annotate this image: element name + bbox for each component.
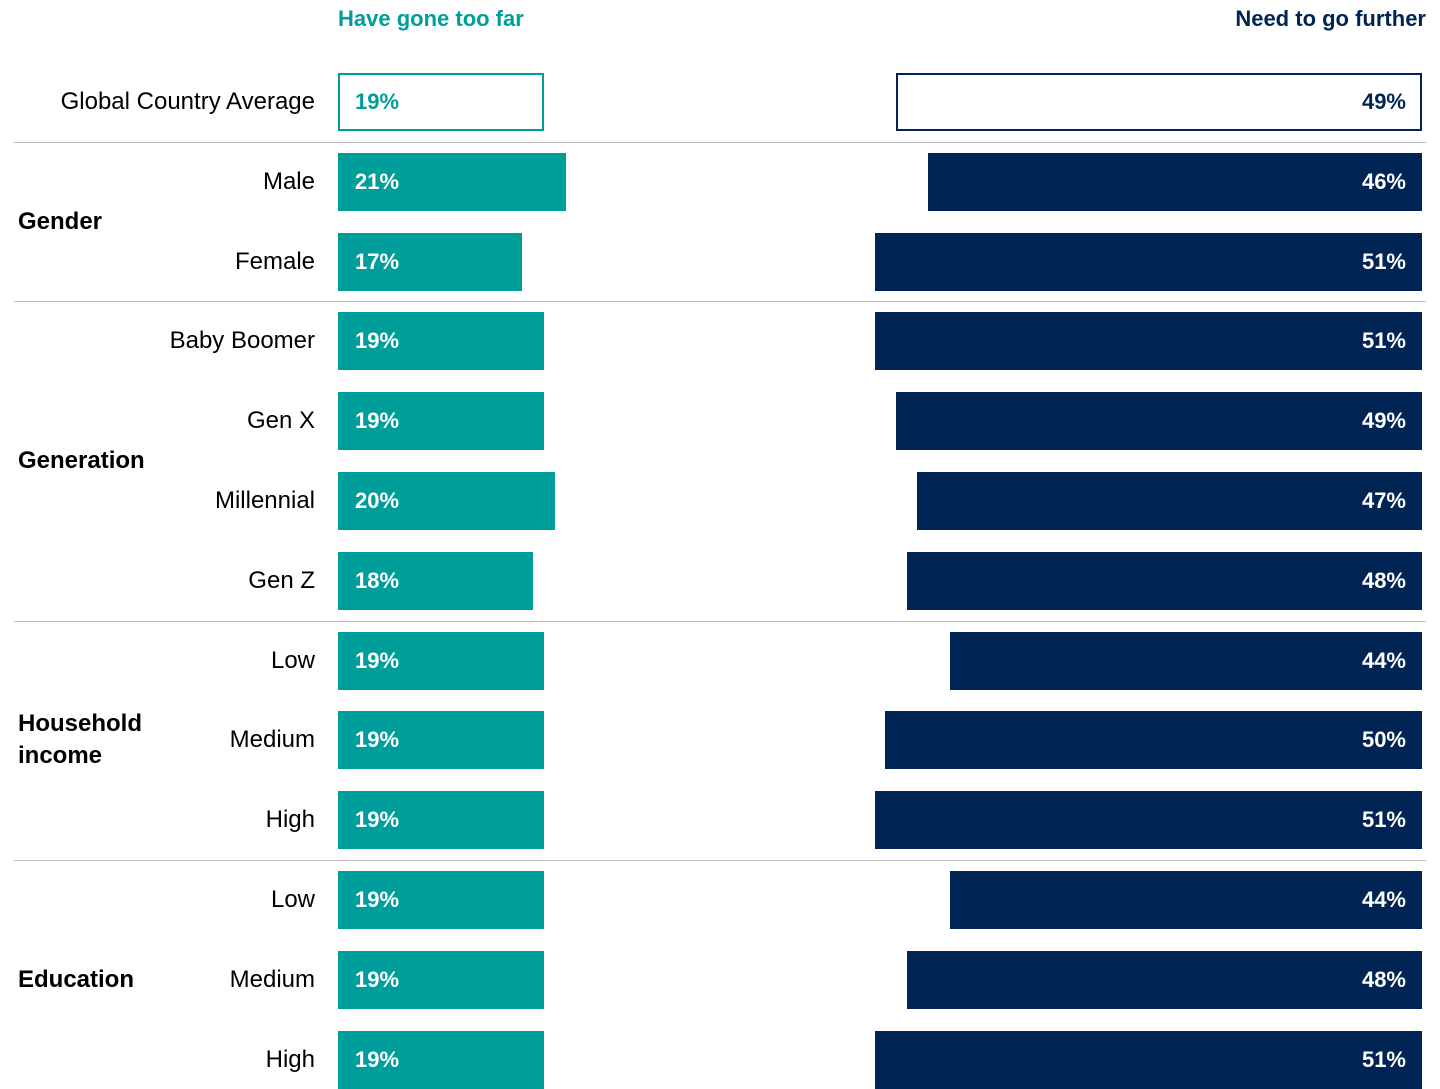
group-separator [14,301,1426,302]
data-label: 19% [355,1031,399,1089]
bar-need-to-go-further: 50% [885,711,1422,769]
bar-have-gone-too-far: 19% [338,791,544,849]
data-label: 44% [1362,871,1406,929]
data-label: 17% [355,233,399,291]
data-label: 49% [1362,75,1406,129]
bar-need-to-go-further: 51% [875,233,1422,291]
data-label: 19% [355,711,399,769]
data-label: 47% [1362,472,1406,530]
row-label: Baby Boomer [170,327,315,355]
bar-need-to-go-further: 44% [950,871,1422,929]
bar-need-to-go-further: 51% [875,791,1422,849]
bar-have-gone-too-far: 20% [338,472,555,530]
bar-have-gone-too-far: 21% [338,153,566,211]
group-label: Education [18,964,134,996]
bar-have-gone-too-far: 19% [338,312,544,370]
bar-have-gone-too-far: 19% [338,711,544,769]
bar-have-gone-too-far: 19% [338,951,544,1009]
data-label: 19% [355,312,399,370]
data-label: 19% [355,392,399,450]
bar-have-gone-too-far: 19% [338,392,544,450]
row-label: Gen X [247,407,315,435]
row-label: Medium [230,966,315,994]
row-label: Medium [230,726,315,754]
group-label: Gender [18,206,102,238]
group-separator [14,142,1426,143]
series-header-need-to-go-further: Need to go further [1235,6,1426,32]
bar-have-gone-too-far: 17% [338,233,522,291]
data-label: 50% [1362,711,1406,769]
data-label: 19% [355,75,399,129]
row-label: Low [271,647,315,675]
data-label: 48% [1362,552,1406,610]
data-label: 20% [355,472,399,530]
data-label: 44% [1362,632,1406,690]
data-label: 49% [1362,392,1406,450]
bar-have-gone-too-far: 19% [338,1031,544,1089]
group-label: Generation [18,445,145,477]
data-label: 51% [1362,791,1406,849]
group-separator [14,860,1426,861]
row-label: Millennial [215,487,315,515]
data-label: 46% [1362,153,1406,211]
row-label: High [266,806,315,834]
data-label: 19% [355,871,399,929]
row-label: Gen Z [248,567,315,595]
data-label: 19% [355,632,399,690]
bar-need-to-go-further: 48% [907,552,1422,610]
bar-need-to-go-further: 49% [896,392,1422,450]
bar-need-to-go-further: 48% [907,951,1422,1009]
data-label: 51% [1362,312,1406,370]
bar-need-to-go-further: 51% [875,312,1422,370]
data-label: 19% [355,791,399,849]
data-label: 51% [1362,233,1406,291]
group-separator [14,621,1426,622]
group-label: Household income [18,708,142,772]
row-label: Global Country Average [61,88,315,116]
series-header-have-gone-too-far: Have gone too far [338,6,524,32]
bar-need-to-go-further: 44% [950,632,1422,690]
data-label: 51% [1362,1031,1406,1089]
data-label: 18% [355,552,399,610]
row-label: Female [235,248,315,276]
bar-need-to-go-further: 51% [875,1031,1422,1089]
bar-have-gone-too-far: 19% [338,73,544,131]
bar-need-to-go-further: 49% [896,73,1422,131]
row-label: High [266,1046,315,1074]
bar-have-gone-too-far: 18% [338,552,533,610]
data-label: 48% [1362,951,1406,1009]
bar-have-gone-too-far: 19% [338,871,544,929]
bar-need-to-go-further: 47% [917,472,1422,530]
row-label: Low [271,886,315,914]
data-label: 21% [355,153,399,211]
bar-need-to-go-further: 46% [928,153,1422,211]
row-label: Male [263,168,315,196]
data-label: 19% [355,951,399,1009]
bar-have-gone-too-far: 19% [338,632,544,690]
